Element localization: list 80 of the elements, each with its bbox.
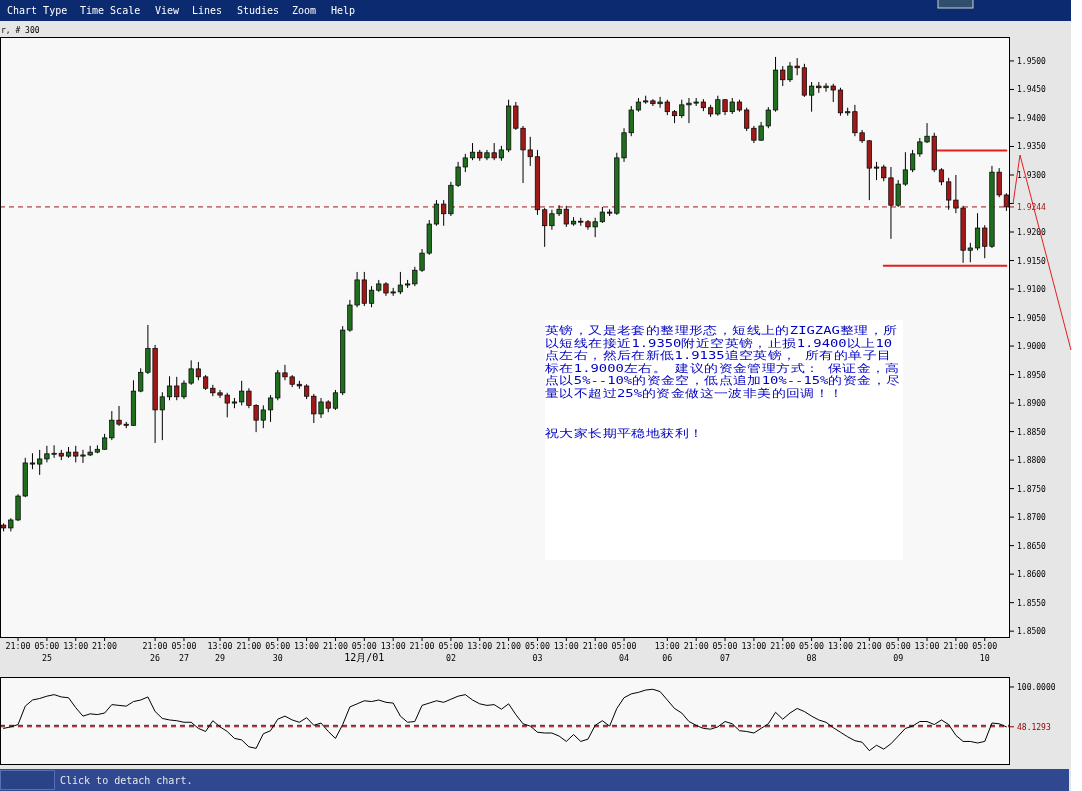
y-tick-label: 1.9500: [1017, 56, 1047, 66]
y-tick-label: 1.8550: [1017, 598, 1047, 608]
candlestick: [397, 271, 403, 295]
x-tick-label: 05:00 07: [712, 641, 738, 663]
x-tick-label: 13:00: [294, 641, 320, 651]
x-tick-label: 05:00 25: [34, 641, 60, 663]
candlestick: [267, 394, 274, 423]
y-tick-label: 1.8600: [1017, 570, 1047, 580]
candlestick: [809, 81, 815, 113]
y-tick-label: 1.9150: [1017, 256, 1047, 266]
y-tick-label: 1.8700: [1017, 513, 1047, 523]
y-tick-label: 1.9450: [1017, 85, 1047, 95]
annotation: 祝大家长期平稳地获利！: [545, 426, 704, 440]
x-tick-label: 05:00 10: [972, 641, 998, 663]
text: Zoom: [292, 5, 317, 16]
x-tick-label: 21:00 26: [142, 641, 168, 663]
text: Click to detach chart.: [60, 775, 193, 786]
x-tick-label: 13:00: [63, 641, 89, 651]
y-tick-label: 1.9200: [1017, 228, 1047, 238]
ref-line-label: 1.9244: [1017, 202, 1047, 212]
x-tick-label: 13:00 29: [207, 641, 233, 663]
y-tick-label: 1.9100: [1017, 285, 1047, 295]
x-tick-label: 13:00: [467, 641, 493, 651]
y-tick-label: 1.8950: [1017, 370, 1047, 380]
x-tick-label: 21:00: [496, 641, 522, 651]
y-tick-label: 1.9350: [1017, 142, 1047, 152]
y-tick-label: 1.9000: [1017, 342, 1047, 352]
x-tick-label: 21:00: [856, 641, 882, 651]
text: Time Scale: [80, 5, 141, 16]
x-tick-label: 21:00: [236, 641, 262, 651]
candlestick: [433, 199, 440, 227]
x-tick-label: 05:00 02: [438, 641, 464, 663]
candlestick: [332, 389, 339, 411]
x-tick-label: 05:00 27: [171, 641, 197, 663]
x-tick-label: 21:00: [5, 641, 31, 651]
candlestick: [974, 212, 981, 251]
x-tick-label: 21:00: [322, 641, 348, 651]
text: Help: [331, 5, 356, 16]
annotation: 英镑，又是老套的整理形态，短线上的ZIGZAG整理，所以短线在接近1.9350附近空英镑，止损1.9400以上10点左右，然后在新低1.9135追空英镑， 所有的单子目标在1.9000左右。 建议的资金管理方式： 保证金，高点以5%--10%的资金空，低点追加10%--15%的资金，尽量以不超过25%的资金做这一波非美的回调！！: [543, 323, 901, 400]
x-tick-label: 13:00 06: [654, 641, 680, 663]
text: Chart Type: [7, 5, 68, 16]
y-tick-label: 48.1293: [1017, 722, 1051, 732]
y-tick-label: 1.8650: [1017, 541, 1047, 551]
x-tick-label: 05:00 08: [799, 641, 825, 663]
candlestick: [873, 161, 880, 181]
x-tick-label: 21:00: [770, 641, 796, 651]
x-tick-label: 21:00: [582, 641, 608, 651]
x-tick-label: 13:00: [380, 641, 406, 651]
x-tick-label: 21:00: [409, 641, 435, 651]
x-tick-label: 05:00 04: [611, 641, 637, 663]
y-tick-label: 1.8900: [1017, 399, 1047, 409]
chart-title: r, # 300: [1, 26, 40, 35]
candlestick: [837, 87, 844, 117]
candlestick: [195, 361, 201, 381]
x-tick-label: 13:00: [914, 641, 940, 651]
x-tick-label: 05:00 30: [265, 641, 291, 663]
y-tick-label: 1.8750: [1017, 484, 1047, 494]
candlestick: [368, 285, 375, 308]
x-tick-label: 21:00: [943, 641, 969, 651]
x-tick-label: 13:00: [553, 641, 579, 651]
text: View: [155, 5, 181, 16]
y-tick-label: 1.9400: [1017, 113, 1047, 123]
x-tick-label: 13:00: [827, 641, 853, 651]
y-tick-label: 1.9300: [1017, 170, 1047, 180]
text: Studies: [237, 5, 280, 16]
x-tick-label: 05:00 03: [524, 641, 550, 663]
y-tick-label: 100.0000: [1017, 682, 1056, 692]
y-tick-label: 1.9050: [1017, 313, 1047, 323]
y-tick-label: 1.8850: [1017, 427, 1047, 437]
x-tick-label: 21:00: [92, 641, 118, 651]
text: Lines: [192, 5, 223, 16]
x-tick-label: 21:00: [683, 641, 709, 651]
candlestick: [166, 375, 173, 401]
x-tick-label: 05:00 09: [885, 641, 911, 663]
candlestick: [910, 149, 916, 173]
candlestick: [902, 151, 908, 187]
y-tick-label: 1.8800: [1017, 456, 1047, 466]
y-tick-label: 1.8500: [1017, 627, 1047, 637]
line-series: [3, 688, 1007, 752]
x-tick-label: 13:00: [741, 641, 767, 651]
